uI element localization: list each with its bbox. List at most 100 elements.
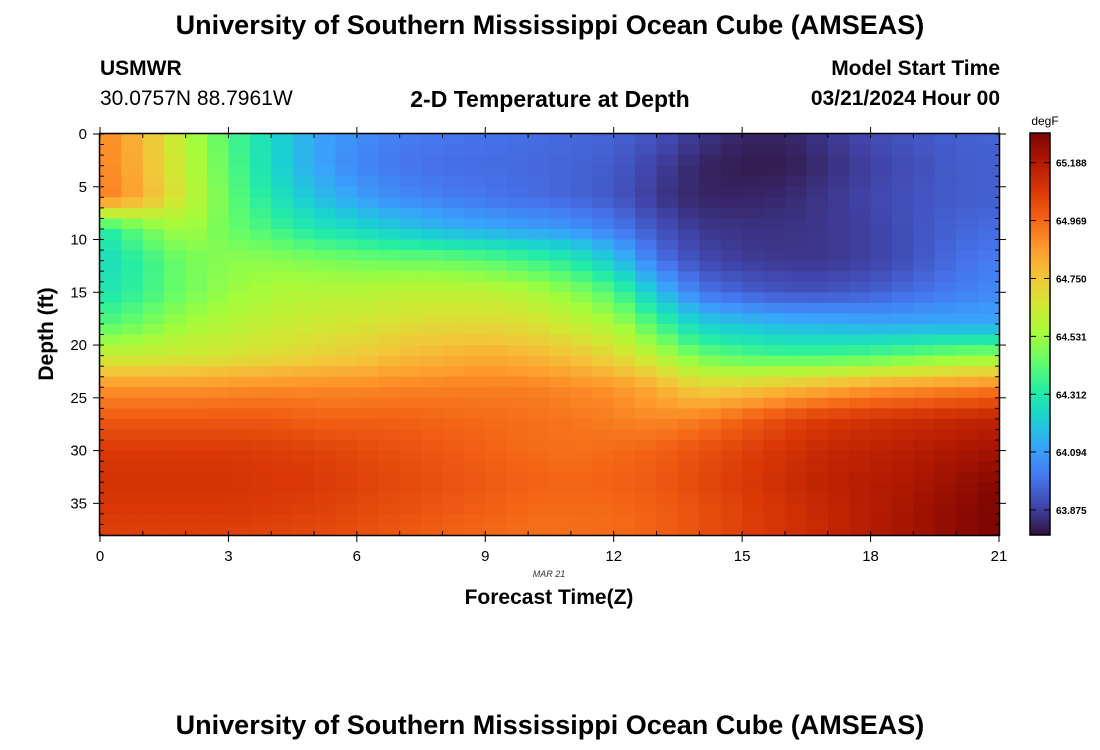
heatmap-cell [613,186,636,198]
heatmap-cell [528,408,551,420]
heatmap-cell [592,482,615,494]
heatmap-cell [806,408,829,420]
heatmap-cell [592,524,615,536]
heatmap-cell [442,144,465,156]
heatmap-cell [399,218,422,230]
heatmap-cell [164,503,187,515]
heatmap-cell [891,513,914,526]
heatmap-cell [870,144,893,156]
heatmap-cell [142,281,165,293]
heatmap-cell [849,228,872,241]
heatmap-cell [121,503,144,515]
heatmap-cell [142,292,165,304]
heatmap-cell [121,408,144,420]
heatmap-cell [570,197,593,209]
heatmap-cell [207,429,230,441]
heatmap-cell [934,144,957,156]
heatmap-cell [249,144,272,156]
heatmap-cell [806,366,829,378]
heatmap-cell [592,440,615,452]
heatmap-cell [399,345,422,357]
heatmap-cell [613,471,636,483]
heatmap-cell [570,450,593,462]
heatmap-cell [742,450,765,462]
heatmap-cell [292,503,315,515]
heatmap-cell [806,207,829,220]
heatmap-cell [742,271,765,283]
heatmap-cell [656,302,679,314]
heatmap-cell [271,376,294,388]
heatmap-cell [292,134,315,146]
heatmap-cell [934,418,957,431]
heatmap-cell [656,144,679,156]
heatmap-cell [314,482,337,494]
heatmap-cell [592,387,615,399]
heatmap-cell [142,345,165,357]
heatmap-cell [506,418,529,431]
heatmap-cell [271,250,294,262]
heatmap-cell [613,323,636,336]
heatmap-cell [121,207,144,220]
heatmap-cell [570,155,593,167]
heatmap-cell [956,387,979,399]
heatmap-cell [656,450,679,462]
heatmap-cell [249,429,272,441]
heatmap-cell [720,250,743,262]
heatmap-cell [485,144,508,156]
heatmap-cell [292,429,315,441]
heatmap-cell [164,387,187,399]
heatmap-cell [677,197,700,209]
heatmap-cell [849,197,872,209]
heatmap-cell [806,281,829,293]
heatmap-cell [314,387,337,399]
heatmap-cell [699,228,722,241]
heatmap-cell [891,450,914,462]
heatmap-cell [356,302,379,314]
heatmap-cell [207,397,230,409]
heatmap-cell [613,302,636,314]
heatmap-cell [827,524,850,536]
heatmap-cell [849,387,872,399]
heatmap-cell [677,429,700,441]
heatmap-cell [699,524,722,536]
heatmap-cell [185,387,208,399]
heatmap-cell [228,387,251,399]
heatmap-cell [121,271,144,283]
heatmap-cell [421,429,444,441]
heatmap-cell [699,366,722,378]
heatmap-cell [528,271,551,283]
heatmap-cell [249,440,272,452]
heatmap-cell [549,250,572,262]
heatmap-cell [913,197,936,209]
heatmap-cell [121,492,144,504]
colorbar-label: 63.875 [1056,506,1087,517]
heatmap-cell [378,471,401,483]
heatmap-cell [677,207,700,220]
heatmap-cell [485,197,508,209]
heatmap-cell [121,376,144,388]
heatmap-cell [763,186,786,198]
heatmap-cell [356,524,379,536]
heatmap-cell [314,355,337,367]
heatmap-cell [592,197,615,209]
heatmap-cell [827,503,850,515]
heatmap-cell [164,408,187,420]
heatmap-cell [977,429,1000,441]
heatmap-cell [485,376,508,388]
heatmap-cell [699,418,722,431]
heatmap-cell [249,418,272,431]
y-tick-label: 30 [70,443,87,460]
heatmap-cell [570,207,593,220]
heatmap-cell [827,513,850,526]
heatmap-cell [292,239,315,251]
heatmap-cell [249,271,272,283]
heatmap-cell [677,450,700,462]
heatmap-cell [100,429,122,441]
heatmap-cell [913,302,936,314]
heatmap-cell [356,429,379,441]
heatmap-cell [314,144,337,156]
heatmap-cell [121,440,144,452]
heatmap-cell [870,260,893,272]
heatmap-cell [570,513,593,526]
heatmap-cell [891,461,914,473]
